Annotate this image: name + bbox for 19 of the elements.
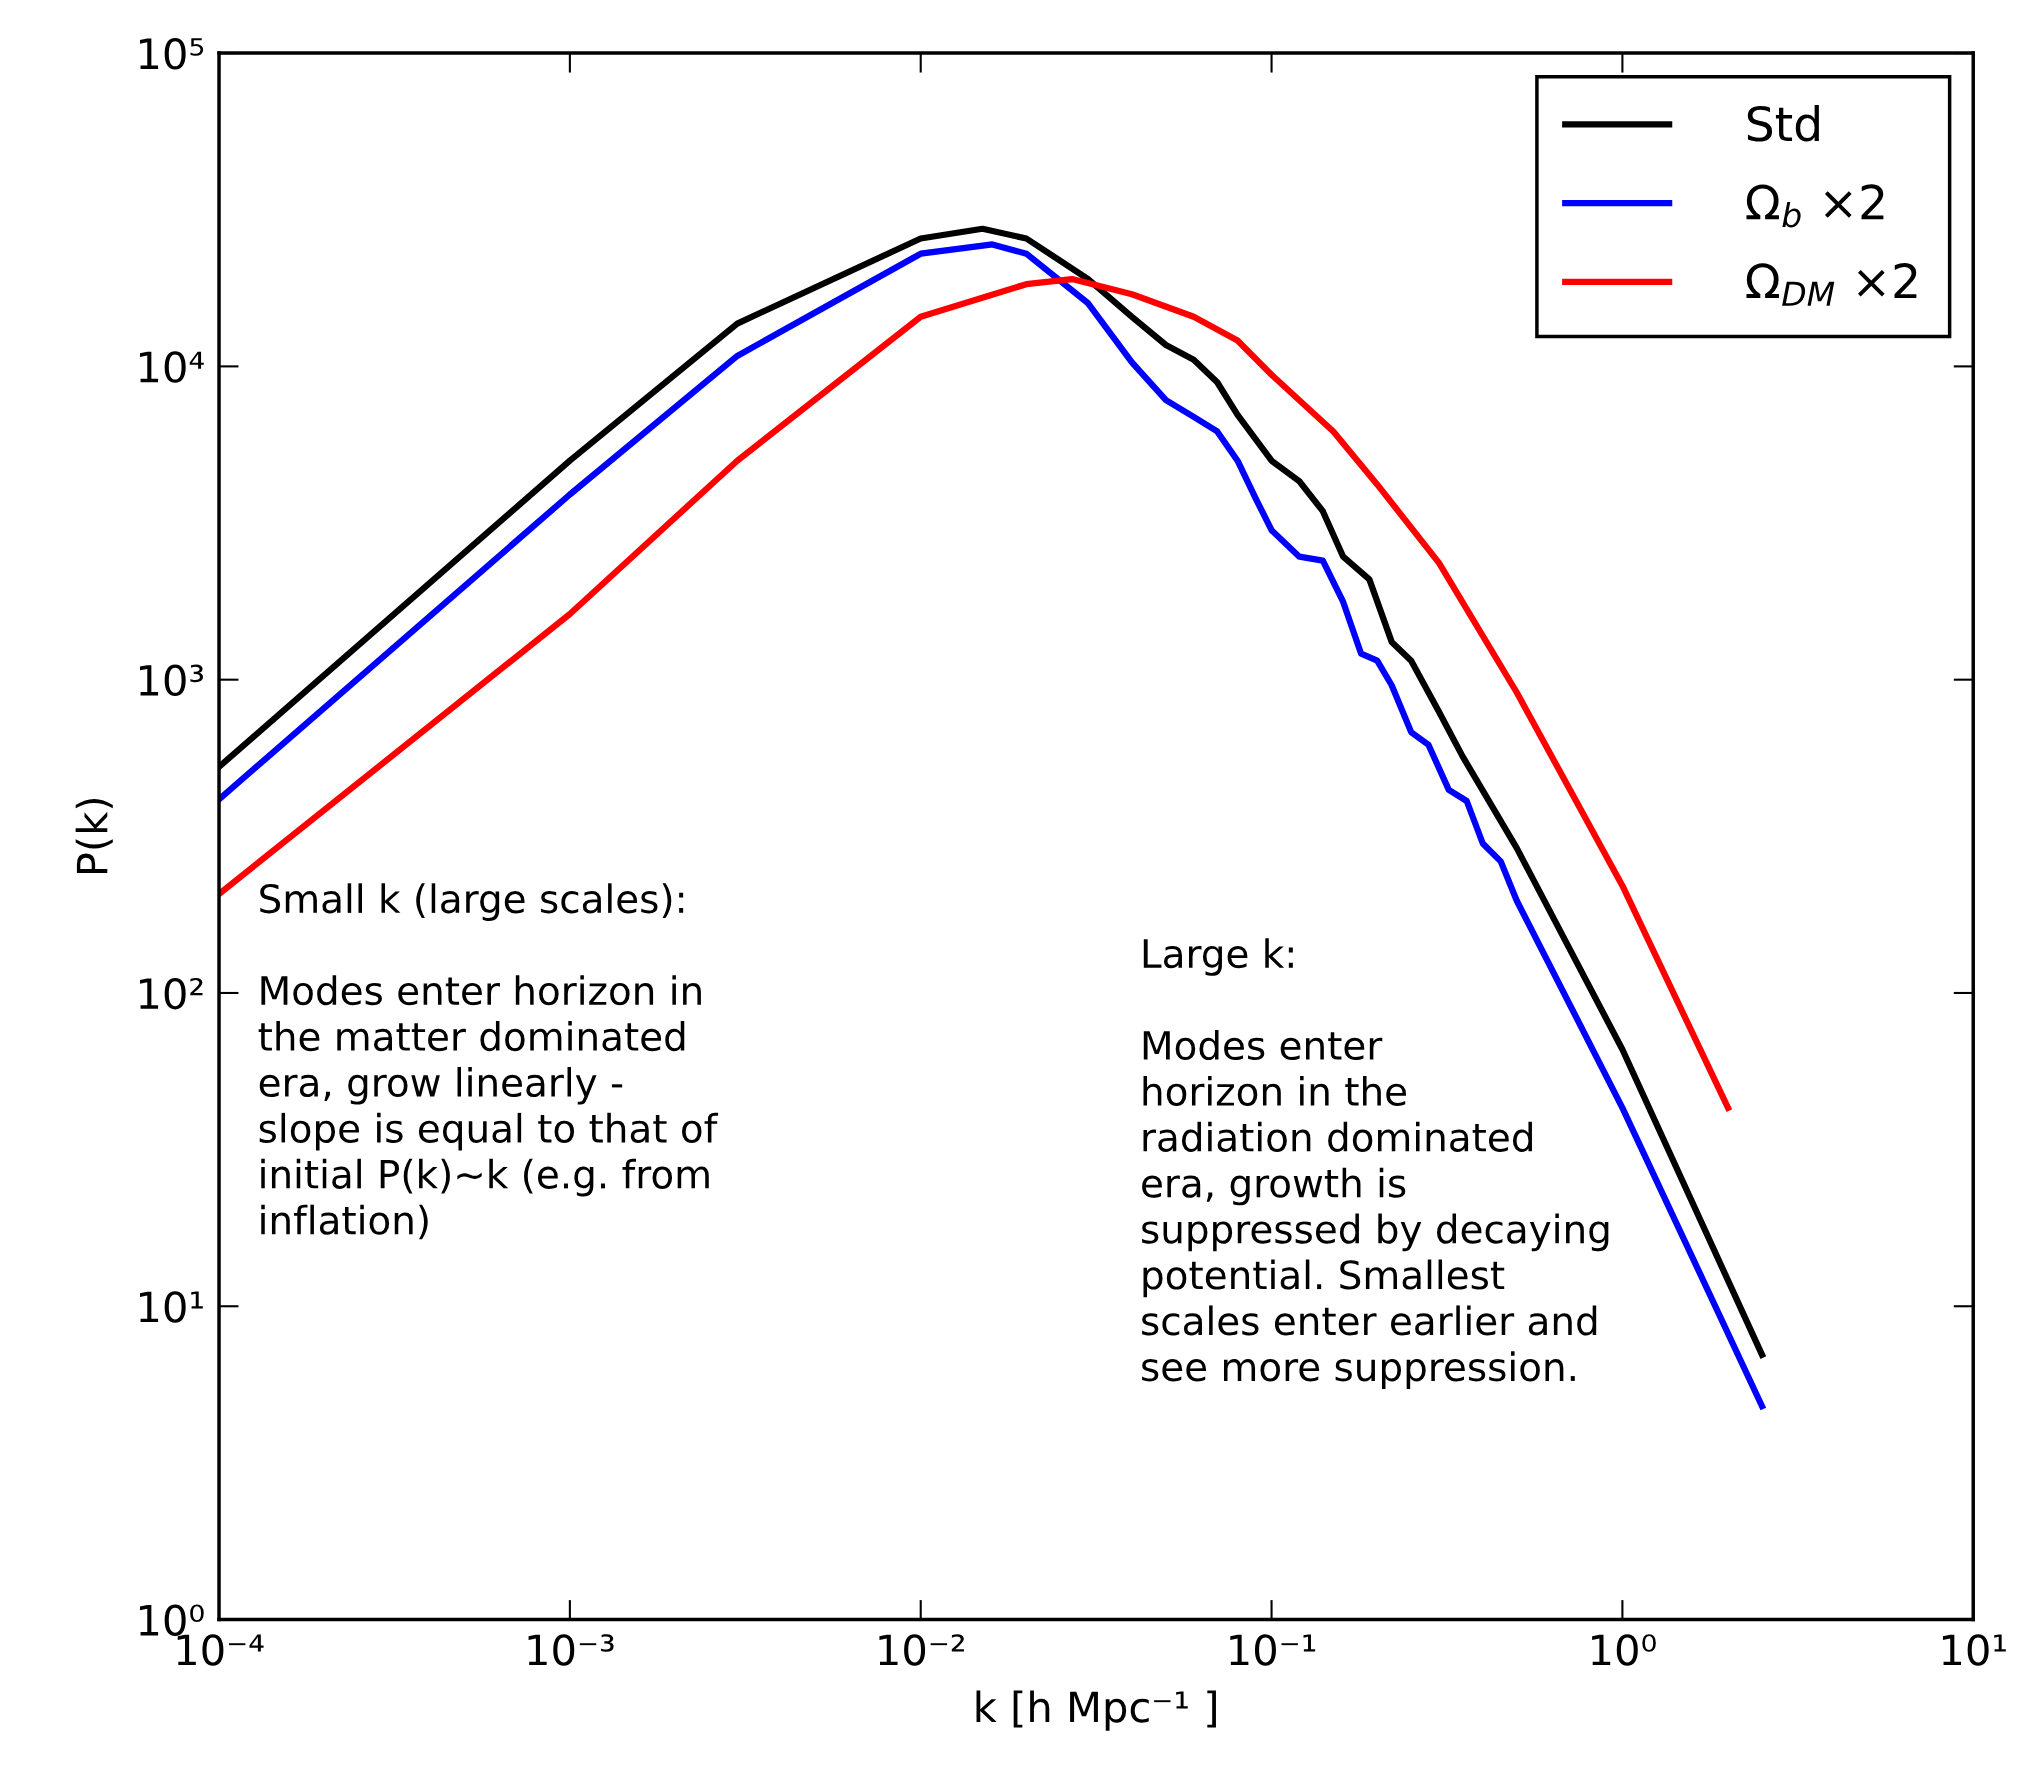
legend-label: Ω$_{DM}$ ×2 — [1746, 263, 1917, 306]
x-tick-label: 10⁰ — [1592, 1634, 1656, 1666]
x-tick-label: 10¹ — [1942, 1634, 2006, 1666]
y-tick-label: 10² — [139, 977, 203, 1010]
y-tick-label: 10⁴ — [139, 351, 204, 383]
y-tick-label: 10⁰ — [139, 1604, 204, 1636]
legend-label: Std — [1747, 105, 1819, 142]
x-axis-title: k [h Mpc⁻¹ ] — [976, 1690, 1216, 1731]
x-tick-label: 10⁻⁴ — [177, 1634, 264, 1666]
text: Large k: Modes enter horizon in the radiation dominated era, growth is suppressed by decaying potential. Smallest scales enter earlier and see more suppression. — [1142, 938, 1609, 1389]
text: Small k (large scales): Modes enter horizon in the matter dominated era, grow linearly - slope is equal to that of initial P(k)~k (e.g. from inflation) — [258, 883, 719, 1240]
y-tick-label: 10³ — [139, 664, 204, 697]
x-tick-label: 10⁻² — [879, 1634, 964, 1666]
y-tick-label: 10⁵ — [139, 38, 204, 70]
y-tick-label: 10¹ — [139, 1291, 203, 1323]
x-tick-label: 10⁻³ — [528, 1634, 614, 1666]
legend-label: Ω$_{b}$ ×2 — [1746, 184, 1884, 228]
y-axis-title: P(k) — [75, 799, 113, 874]
x-tick-label: 10⁻¹ — [1230, 1634, 1316, 1666]
